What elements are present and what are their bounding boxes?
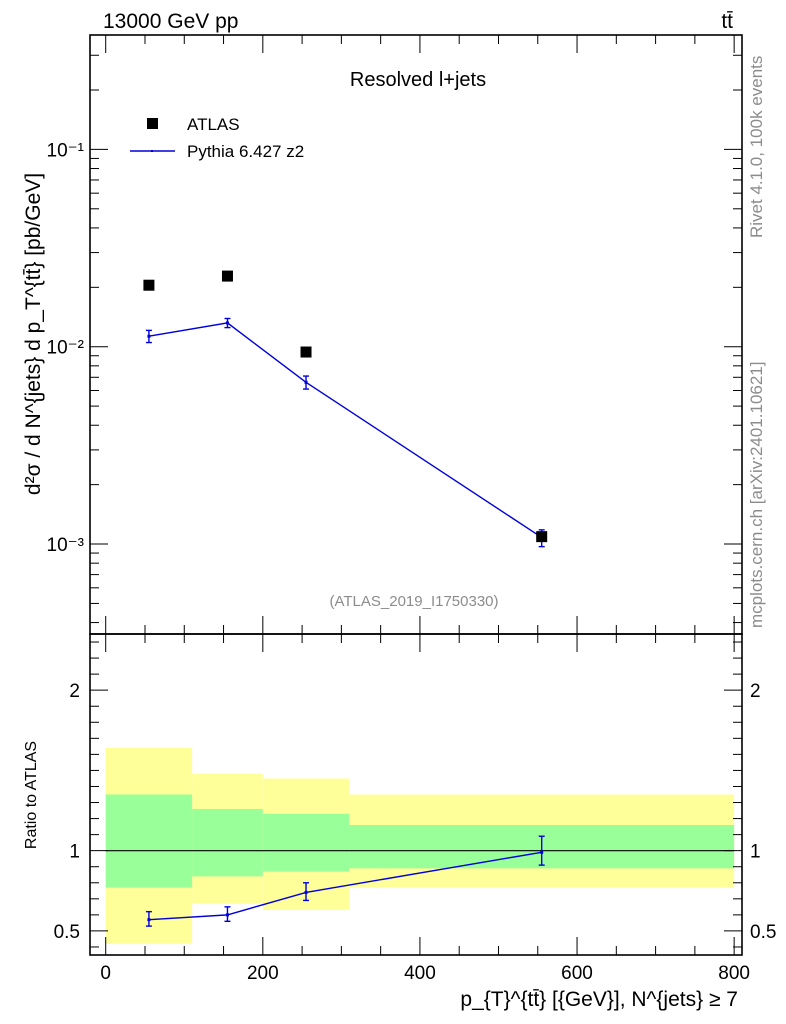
ratio-pythia-line [148,851,542,921]
atlas-point [221,270,233,282]
ratio-point [225,913,229,917]
ratio-panel: 0.5 0.5 1 1 2 2 0 200 400 600 800 Ratio to ATLAS p… [23,633,777,1011]
main-y-tick-label: 10⁻³ [47,535,85,556]
rivet-version-label: Rivet 4.1.0, 100k events [747,56,766,238]
main-axis-ticks [90,35,742,634]
main-panel: 10⁻³ 10⁻² 10⁻¹ Resolved l+jets (ATLAS_2019… [22,34,743,635]
main-y-axis-label: d²σ / d N^{jets} d p_T^{tt̄} [pb/GeV] [22,173,45,495]
main-y-tick-label: 10⁻¹ [47,140,85,161]
x-tick-label: 0 [100,963,111,984]
ratio-y-tick-label-right: 1 [750,842,761,863]
ratio-band-green [192,808,263,877]
ratio-band-green [105,794,193,888]
main-y-tick-labels: 10⁻³ 10⁻² 10⁻¹ [47,140,85,556]
pythia-point [147,334,151,338]
ratio-y-axis-label: Ratio to ATLAS [23,741,40,849]
ratio-series [105,835,735,927]
ratio-band-green [262,813,350,872]
main-y-tick-label: 10⁻² [47,338,85,359]
ratio-plot-frame [89,633,743,956]
ratio-tick-labels: 0.5 0.5 1 1 2 2 0 200 400 600 800 [54,681,777,984]
ratio-y-tick-label: 1 [69,842,80,863]
ratio-y-tick-label: 0.5 [54,922,80,943]
header-right-label: tt̄ [721,10,733,33]
x-tick-label: 600 [561,963,593,984]
ratio-y-tick-label: 2 [69,681,80,702]
x-axis-label: p_{T}^{tt̄} [{GeV}], N^{jets} ≥ 7 [460,988,738,1011]
ratio-y-tick-label-right: 0.5 [750,922,776,943]
pythia-line [148,322,543,539]
x-tick-label: 800 [718,963,750,984]
pythia-point [225,321,229,325]
pythia-point [304,380,308,384]
ratio-y-tick-label-right: 2 [750,681,761,702]
atlas-point [143,279,155,291]
mcplots-credit-label: mcplots.cern.ch [arXiv:2401.10621] [747,362,766,628]
ratio-point [304,890,308,894]
legend-atlas-label: ATLAS [187,115,240,134]
x-tick-label: 200 [247,963,279,984]
ratio-uncertainty-bands [105,747,735,944]
legend-atlas-marker [147,118,158,129]
legend-pythia-marker [151,150,153,152]
ratio-point [540,850,544,854]
plot-title: Resolved l+jets [350,69,486,91]
x-tick-label: 400 [404,963,436,984]
ratio-point [147,918,151,922]
legend-pythia-label: Pythia 6.427 z2 [187,142,304,161]
main-series [143,270,548,548]
header-left-label: 13000 GeV pp [103,10,238,33]
atlas-point [300,346,312,358]
analysis-watermark: (ATLAS_2019_I1750330) [329,593,498,610]
atlas-point [536,531,548,543]
